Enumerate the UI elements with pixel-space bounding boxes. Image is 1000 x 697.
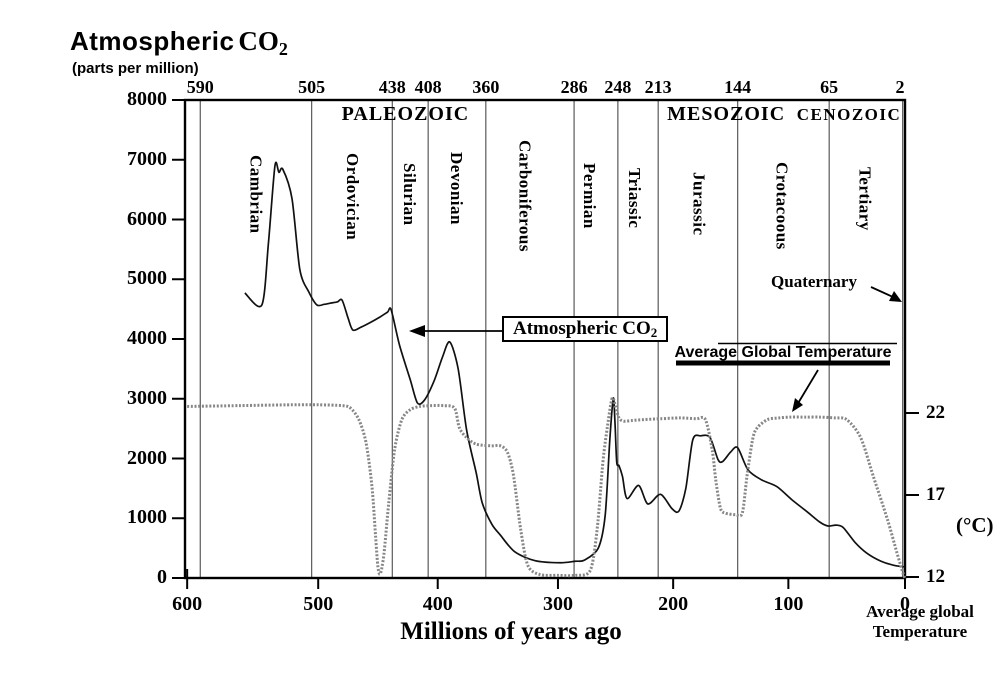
quaternary-arrow-line <box>870 286 894 298</box>
page-title: Atmospheric CO2 <box>70 26 288 60</box>
period-label-tertiary: Tertiary <box>855 167 875 231</box>
period-label-silurian: Silurian <box>400 163 420 226</box>
left-axis-tick-label-3000: 3000 <box>127 386 167 409</box>
top-axis-age-label-505: 505 <box>298 77 326 97</box>
left-axis-tick-label-7000: 7000 <box>127 147 167 170</box>
co2-curve-label: Atmospheric CO <box>513 318 651 339</box>
co2-curve-label-box: Atmospheric CO2 <box>502 316 669 342</box>
bottom-axis-tick-label-100: 100 <box>773 593 804 615</box>
bottom-axis-tick-label-600: 600 <box>172 593 203 615</box>
left-axis-tick-label-1000: 1000 <box>127 506 167 529</box>
period-label-triassic: Triassic <box>625 168 645 229</box>
top-axis-age-label-2: 2 <box>895 77 905 97</box>
right-axis-tick-label-12: 12 <box>926 566 945 587</box>
co2-curve-label-subscript: 2 <box>650 325 658 340</box>
top-axis-age-label-408: 408 <box>414 77 442 97</box>
co2-curve <box>244 161 906 568</box>
temperature-curve <box>187 396 907 580</box>
top-axis-age-label-360: 360 <box>472 77 500 97</box>
left-axis-tick-label-2000: 2000 <box>127 446 167 469</box>
era-label-cenozoic: CENOZOIC <box>796 105 902 124</box>
title-co2-subscript: 2 <box>278 39 288 59</box>
title-co2: CO2 <box>238 26 288 59</box>
quaternary-arrowhead-icon <box>889 291 902 302</box>
bottom-axis-tick-label-200: 200 <box>658 593 689 615</box>
left-axis-tick-label-5000: 5000 <box>127 267 167 290</box>
period-label-crotacoous: Crotacoous <box>772 162 792 250</box>
bottom-axis-tick-label-0: 0 <box>900 593 910 615</box>
right-axis-caption-line1: Average global <box>866 602 974 621</box>
left-axis-units-label: (parts per million) <box>72 60 199 77</box>
period-label-ordovician: Ordovician <box>342 153 362 241</box>
left-axis-tick-label-6000: 6000 <box>127 207 167 230</box>
right-axis-tick-label-22: 22 <box>926 402 945 423</box>
right-axis-caption: Average global Temperature <box>845 602 995 642</box>
period-label-quaternary: Quaternary <box>771 272 857 291</box>
left-axis-tick-label-8000: 8000 <box>127 88 167 110</box>
era-label-mesozoic: MESOZOIC <box>667 103 786 125</box>
period-label-carboniferous: Carboniferous <box>515 140 535 252</box>
top-axis-age-label-248: 248 <box>604 77 632 97</box>
era-label-paleozoic: PALEOZOIC <box>341 103 470 125</box>
temp-label-arrow-line <box>796 369 819 406</box>
top-axis-age-label-438: 438 <box>378 77 406 97</box>
right-axis-tick-label-17: 17 <box>926 484 945 505</box>
period-label-devonian: Devonian <box>446 152 466 225</box>
top-axis-age-label-213: 213 <box>644 77 672 97</box>
co2-label-arrowhead-icon <box>409 325 425 337</box>
bottom-axis-tick-label-500: 500 <box>303 593 334 615</box>
x-axis-caption: Millions of years ago <box>400 618 622 645</box>
period-label-permian: Permian <box>580 163 600 229</box>
top-axis-age-label-65: 65 <box>820 77 839 97</box>
temp-label-arrowhead-icon <box>792 398 803 412</box>
left-axis-tick-label-4000: 4000 <box>127 327 167 349</box>
bottom-axis-tick-label-300: 300 <box>542 593 573 615</box>
title-co2-base: CO <box>238 26 279 56</box>
bottom-axis-tick-label-400: 400 <box>422 593 453 615</box>
right-axis-caption-line2: Temperature <box>872 622 968 641</box>
title-word: Atmospheric <box>70 26 235 56</box>
period-label-cambrian: Cambrian <box>246 155 266 234</box>
top-axis-age-label-286: 286 <box>560 77 588 97</box>
left-axis-tick-label-0: 0 <box>157 566 167 588</box>
temp-label-underline-bar <box>676 360 890 366</box>
top-axis-age-label-144: 144 <box>724 77 752 97</box>
celsius-unit-label: (°C) <box>956 513 994 537</box>
temperature-curve-label: Average Global Temperature <box>674 344 892 361</box>
period-label-jurassic: Jurassic <box>689 172 709 236</box>
top-axis-age-label-590: 590 <box>186 77 214 97</box>
